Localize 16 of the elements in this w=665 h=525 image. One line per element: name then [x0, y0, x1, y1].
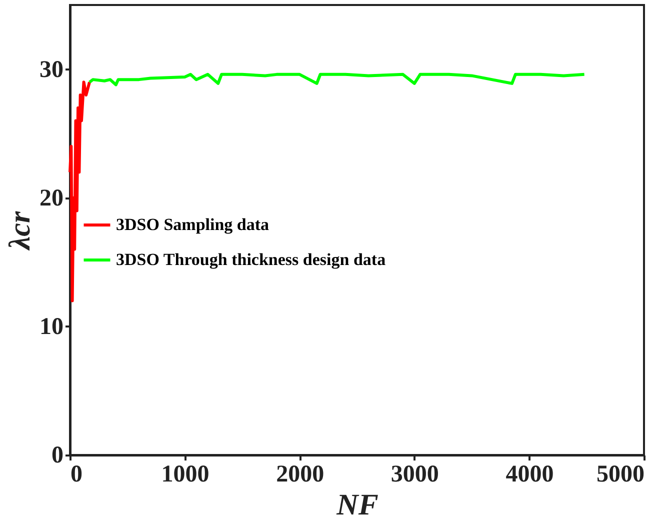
- x-tick-label: 2000: [276, 462, 324, 488]
- legend-label: 3DSO Through thickness design data: [116, 250, 386, 269]
- x-axis-title: NF: [336, 488, 378, 522]
- x-tick-label: 4000: [506, 462, 554, 488]
- x-tick-label: 0: [70, 462, 82, 488]
- y-tick-label: 20: [40, 185, 64, 212]
- y-tick-label: 0: [52, 442, 64, 468]
- x-tick-label: 1000: [161, 462, 210, 488]
- x-tick-label: 5000: [596, 462, 644, 488]
- line-series: [68, 80, 92, 302]
- y-tick-label: 30: [40, 56, 64, 83]
- legend-label: 3DSO Sampling data: [116, 215, 270, 234]
- x-tick-label: 3000: [390, 462, 439, 488]
- y-tick-label: 10: [40, 314, 64, 340]
- line-series: [88, 72, 586, 86]
- y-axis-title: λcr: [4, 211, 36, 252]
